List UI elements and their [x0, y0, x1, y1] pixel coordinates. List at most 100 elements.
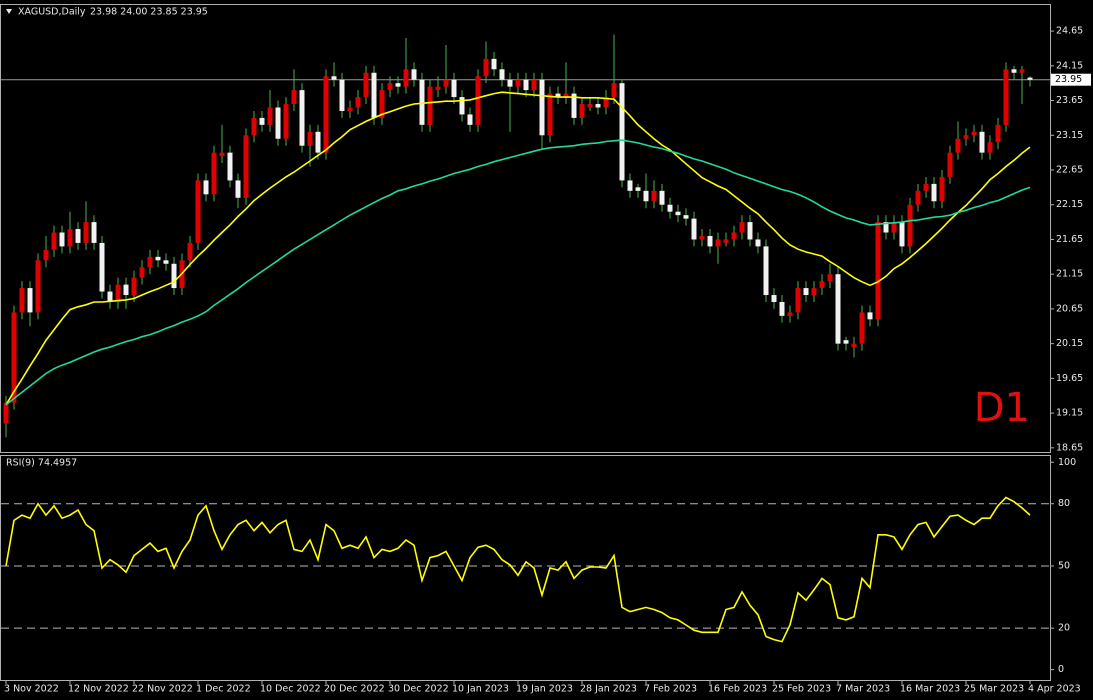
y-tick-label: 23.65: [1056, 95, 1083, 106]
y-tick-label: 20: [1058, 623, 1070, 634]
timeframe: D1: [974, 385, 1030, 431]
candle-body: [115, 284, 121, 302]
candle-body: [907, 204, 913, 247]
x-tick-label: 1 Dec 2022: [196, 684, 251, 695]
candle-body: [667, 204, 673, 212]
candle-body: [139, 267, 145, 278]
x-tick-label: 7 Mar 2023: [836, 684, 890, 695]
candle-body: [267, 107, 273, 125]
x-tick-label: 7 Feb 2023: [644, 684, 697, 695]
candle-body: [1011, 69, 1017, 73]
y-tick-label: 19.65: [1056, 373, 1083, 384]
candle-body: [275, 107, 281, 139]
candle-body: [611, 83, 617, 98]
candle-body: [795, 288, 801, 313]
y-tick-label: 80: [1058, 498, 1070, 509]
candle-body: [235, 180, 241, 198]
candle-body: [323, 76, 329, 153]
candle-body: [411, 69, 417, 80]
candle-body: [603, 97, 609, 108]
x-tick-label: 20 Dec 2022: [324, 684, 385, 695]
candle-body: [355, 97, 361, 108]
rsi-line: [5, 496, 1031, 643]
y-tick-label: 23.15: [1056, 130, 1083, 141]
candle-body: [915, 190, 921, 205]
candle-body: [627, 180, 633, 191]
candle-body: [315, 131, 321, 153]
candle-body: [819, 281, 825, 289]
candle-body: [715, 239, 721, 247]
candle-body: [523, 79, 529, 91]
current-price-label: 23.95: [1055, 74, 1082, 85]
candle-body: [467, 114, 473, 125]
candle-body: [395, 83, 401, 87]
candle-body: [899, 222, 905, 247]
moving-average: [5, 91, 1031, 406]
candle-body: [387, 83, 393, 91]
current-price-box: [1051, 73, 1091, 86]
y-tick-label: 18.65: [1056, 442, 1083, 453]
y-tick-label: 22.15: [1056, 199, 1083, 210]
candle-body: [531, 79, 537, 91]
candle-body: [923, 183, 929, 191]
menu-arrow[interactable]: [6, 9, 12, 14]
candle-body: [251, 117, 257, 136]
candle-body: [803, 288, 809, 296]
candle-body: [35, 260, 41, 313]
candle-body: [787, 312, 793, 316]
rsi-panel-border: [0, 455, 1051, 681]
x-tick-label: 19 Jan 2023: [516, 684, 573, 695]
candle-body: [67, 229, 73, 247]
candle-body: [307, 131, 313, 146]
candle-body: [835, 274, 841, 344]
candle-body: [619, 83, 625, 181]
candle-body: [643, 190, 649, 202]
candle-body: [747, 222, 753, 240]
candle-body: [3, 402, 9, 424]
candle-body: [171, 263, 177, 289]
y-tick-label: 19.15: [1056, 408, 1083, 419]
candle-body: [507, 79, 513, 87]
candle-body: [403, 69, 409, 87]
candle-body: [867, 312, 873, 320]
candle-body: [1003, 69, 1009, 125]
candle-body: [515, 79, 521, 87]
x-tick-label: 25 Feb 2023: [772, 684, 831, 695]
x-tick-label: 22 Nov 2022: [132, 684, 193, 695]
candle-body: [187, 242, 193, 261]
quote: 23.98 24.00 23.85 23.95: [90, 7, 208, 18]
candle-body: [107, 291, 113, 302]
candle-body: [595, 104, 601, 108]
candle-body: [155, 256, 161, 261]
x-tick-label: 3 Nov 2022: [4, 684, 59, 695]
y-tick-label: 22.65: [1056, 165, 1083, 176]
candle-body: [371, 72, 377, 118]
candle-body: [291, 90, 297, 105]
candle-body: [563, 93, 569, 98]
candle-body: [259, 117, 265, 125]
candle-body: [883, 222, 889, 233]
candle-body: [827, 274, 833, 282]
candle-body: [283, 104, 289, 139]
candle-body: [587, 104, 593, 108]
candle-body: [75, 229, 81, 243]
moving-average: [5, 139, 1031, 406]
x-tick-label: 25 Mar 2023: [964, 684, 1024, 695]
x-tick-label: 12 Nov 2022: [68, 684, 129, 695]
candle-body: [851, 343, 857, 348]
y-tick-label: 50: [1058, 560, 1070, 571]
candle-body: [771, 295, 777, 302]
candle-body: [451, 79, 457, 98]
candle-body: [691, 218, 697, 240]
candle-body: [363, 72, 369, 98]
y-tick-label: 20.65: [1056, 303, 1083, 314]
x-tick-label: 16 Mar 2023: [900, 684, 960, 695]
x-tick-label: 28 Jan 2023: [580, 684, 637, 695]
y-tick-label: 24.15: [1056, 60, 1083, 71]
candle-body: [995, 124, 1001, 143]
candle-body: [539, 79, 545, 136]
candle-body: [475, 76, 481, 125]
x-tick-label: 4 Apr 2023: [1028, 684, 1081, 695]
